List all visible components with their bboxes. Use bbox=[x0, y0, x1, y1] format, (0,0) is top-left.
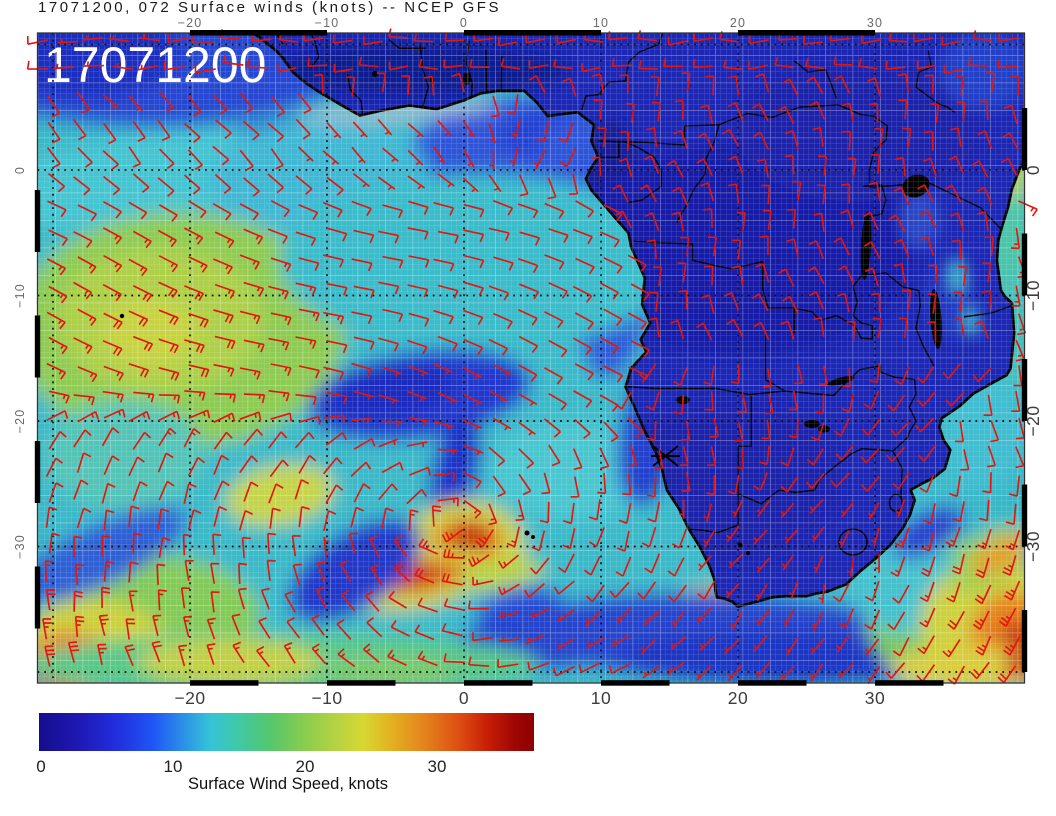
svg-text:0: 0 bbox=[36, 757, 45, 776]
svg-text:20: 20 bbox=[296, 757, 315, 776]
svg-text:0: 0 bbox=[13, 166, 27, 174]
svg-text:−20: −20 bbox=[178, 16, 203, 30]
svg-text:10: 10 bbox=[164, 757, 183, 776]
svg-text:−10: −10 bbox=[315, 16, 340, 30]
svg-text:−20: −20 bbox=[13, 409, 27, 434]
svg-text:0: 0 bbox=[1023, 165, 1043, 175]
svg-text:17071200, 072 Surface winds (k: 17071200, 072 Surface winds (knots) -- N… bbox=[38, 0, 501, 16]
svg-text:−20: −20 bbox=[174, 688, 205, 708]
svg-text:Surface Wind Speed, knots: Surface Wind Speed, knots bbox=[188, 775, 388, 793]
svg-text:−20: −20 bbox=[1023, 405, 1043, 436]
svg-text:−10: −10 bbox=[13, 283, 27, 308]
svg-text:−10: −10 bbox=[311, 688, 342, 708]
svg-text:−30: −30 bbox=[1023, 531, 1043, 562]
svg-text:−10: −10 bbox=[1023, 280, 1043, 311]
svg-text:0: 0 bbox=[459, 688, 469, 708]
svg-text:30: 30 bbox=[865, 688, 885, 708]
svg-text:0: 0 bbox=[460, 16, 468, 30]
svg-text:−30: −30 bbox=[13, 534, 27, 559]
svg-text:20: 20 bbox=[730, 16, 746, 30]
svg-text:10: 10 bbox=[593, 16, 609, 30]
svg-text:10: 10 bbox=[591, 688, 611, 708]
svg-text:30: 30 bbox=[867, 16, 883, 30]
svg-text:30: 30 bbox=[428, 757, 447, 776]
svg-text:20: 20 bbox=[728, 688, 748, 708]
